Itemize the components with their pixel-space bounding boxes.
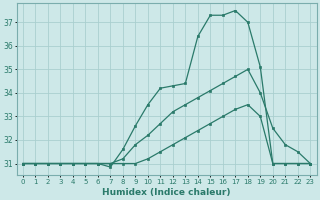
X-axis label: Humidex (Indice chaleur): Humidex (Indice chaleur) — [102, 188, 231, 197]
